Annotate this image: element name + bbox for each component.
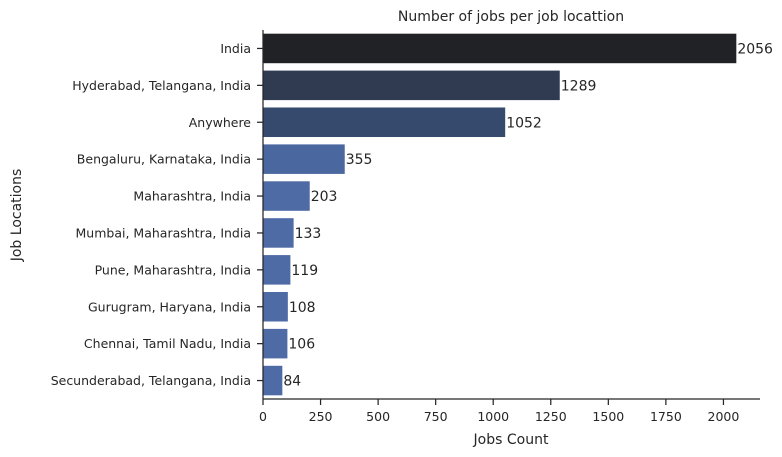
bar <box>263 181 310 211</box>
y-tick-label: Mumbai, Maharashtra, India <box>76 225 251 240</box>
bar-value-label: 1289 <box>561 78 597 94</box>
y-tick-label: Anywhere <box>189 115 252 130</box>
data-labels-group: 2056 1289 1052 355 203 133 119 108 106 84 <box>283 41 773 389</box>
bars-group <box>263 33 737 396</box>
y-tick-label: Maharashtra, India <box>133 189 251 204</box>
chart-title: Number of jobs per job locattion <box>398 9 624 25</box>
bar-value-label: 106 <box>288 337 315 353</box>
y-tick-label: Pune, Maharashtra, India <box>95 262 251 277</box>
bar <box>263 218 294 248</box>
x-tick-label: 1250 <box>535 409 567 424</box>
bar <box>263 70 560 101</box>
bar <box>263 144 345 174</box>
x-tick-label: 500 <box>366 409 390 424</box>
y-tick-label: Gurugram, Haryana, India <box>88 299 251 314</box>
y-tick-label: Hyderabad, Telangana, India <box>72 78 251 93</box>
bar-value-label: 1052 <box>506 115 542 131</box>
bar <box>263 107 506 138</box>
bar <box>263 365 283 396</box>
y-axis-label: Job Locations <box>9 169 25 263</box>
y-tick-label: Bengaluru, Karnataka, India <box>77 152 251 167</box>
bar-value-label: 108 <box>289 300 316 316</box>
x-tick-label: 2000 <box>708 409 740 424</box>
y-tick-label: Secunderabad, Telangana, India <box>51 373 251 388</box>
bar-value-label: 2056 <box>737 41 773 57</box>
bar-value-label: 119 <box>291 263 318 279</box>
x-tick-label: 1500 <box>592 409 624 424</box>
x-tick-label: 250 <box>309 409 333 424</box>
bar-value-label: 84 <box>283 374 301 390</box>
y-axis-ticks: India Hyderabad, Telangana, India Anywhere… <box>51 41 263 388</box>
bar-value-label: 203 <box>311 189 338 205</box>
x-tick-label: 1750 <box>650 409 682 424</box>
bar-value-label: 355 <box>346 152 373 168</box>
y-tick-label: Chennai, Tamil Nadu, India <box>84 336 251 351</box>
bar <box>263 328 288 359</box>
bar <box>263 291 288 322</box>
bar <box>263 33 737 64</box>
y-tick-label: India <box>220 41 251 56</box>
bar <box>263 255 291 285</box>
x-tick-label: 0 <box>259 409 267 424</box>
x-axis-ticks: 0 250 500 750 1000 1250 1500 1750 2000 <box>259 399 739 424</box>
x-tick-label: 1000 <box>477 409 509 424</box>
x-axis-label: Jobs Count <box>473 432 549 448</box>
bar-value-label: 133 <box>295 226 322 242</box>
x-tick-label: 750 <box>424 409 448 424</box>
